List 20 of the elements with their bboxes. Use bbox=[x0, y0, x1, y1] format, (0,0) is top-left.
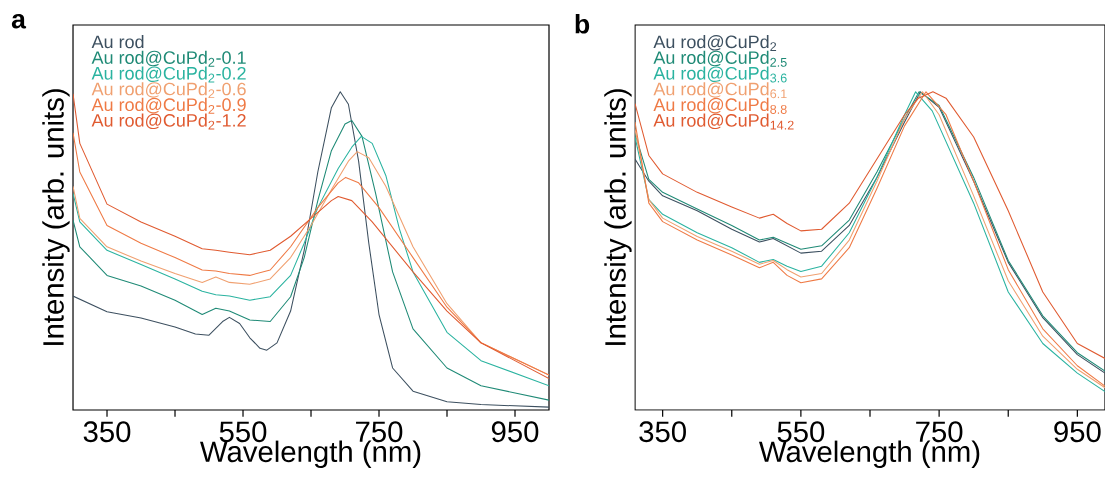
y-axis-title: Intensity (arb. units) bbox=[604, 89, 632, 345]
text: Au rod@CuPd$_{2}$ bbox=[653, 35, 777, 51]
chart-title: a bbox=[11, 14, 27, 29]
series-label: Au rod@CuPd$_{14.2}$ bbox=[653, 113, 794, 130]
x-tick-label: 350 bbox=[83, 421, 131, 443]
series-label: Au rod@CuPd$_{8.8}$ bbox=[653, 97, 787, 114]
text: Au rod bbox=[91, 35, 144, 49]
chart-title: b bbox=[575, 14, 590, 34]
text: Au rod@CuPd$_{2}$-0.6 bbox=[91, 82, 246, 99]
series-label: Au rod@CuPd$_{2}$-0.9 bbox=[91, 97, 246, 114]
text: Au rod@CuPd$_{6.1}$ bbox=[653, 82, 787, 99]
y-axis-title: Intensity (arb. units) bbox=[42, 89, 70, 345]
series-label: Au rod@CuPd$_{2}$-1.2 bbox=[91, 113, 246, 130]
text: Au rod@CuPd$_{2}$-0.1 bbox=[91, 50, 246, 67]
text: Au rod@CuPd$_{2}$-0.2 bbox=[91, 66, 246, 83]
text: Au rod@CuPd$_{3.6}$ bbox=[653, 66, 787, 83]
x-tick-label: 350 bbox=[639, 421, 686, 443]
text: Au rod@CuPd$_{2.5}$ bbox=[653, 50, 787, 67]
x-tick-label: 950 bbox=[1054, 421, 1101, 443]
x-tick-label: 950 bbox=[491, 421, 539, 443]
